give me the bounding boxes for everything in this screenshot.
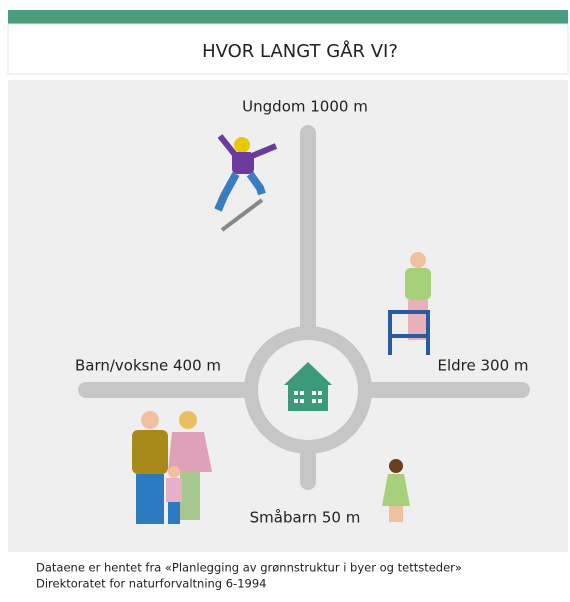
skater-figure [214, 134, 278, 232]
north-label: Ungdom 1000 m [242, 98, 368, 116]
family-figures [132, 411, 212, 524]
west-label: Barn/voksne 400 m [75, 357, 221, 375]
source-line: Dataene er hentet fra «Planlegging av gr… [36, 561, 462, 575]
source-line: Direktoratet for naturforvaltning 6-1994 [36, 577, 267, 591]
title: HVOR LANGT GÅR VI? [202, 40, 398, 62]
panel [8, 80, 568, 552]
south-label: Småbarn 50 m [250, 509, 361, 527]
elderly-figure [388, 252, 431, 355]
title-box [7, 23, 569, 75]
east-label: Eldre 300 m [437, 357, 528, 375]
house-icon [284, 362, 332, 411]
toddler-figure [382, 459, 410, 522]
top-bar [8, 10, 568, 24]
